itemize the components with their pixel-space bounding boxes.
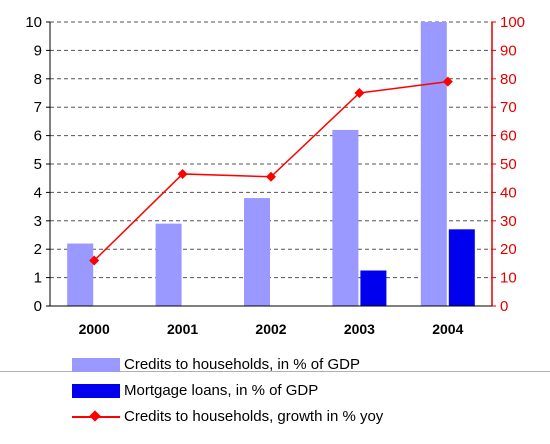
legend-item-mortgage: Mortgage loans, in % of GDP (72, 378, 542, 404)
left-tick-label: 10 (25, 14, 42, 31)
right-tick-label: 30 (500, 213, 517, 230)
x-tick-label: 2002 (255, 321, 286, 337)
right-tick-label: 80 (500, 71, 517, 88)
right-axis-ticks: 0 10 20 30 40 50 60 70 80 90 100 (492, 14, 525, 315)
growth-point (266, 171, 276, 182)
left-tick-label: 4 (34, 184, 42, 201)
bars (67, 22, 475, 306)
left-tick-label: 1 (34, 270, 42, 287)
bar-credits (155, 223, 182, 306)
growth-point (442, 76, 453, 87)
right-tick-label: 20 (500, 241, 517, 258)
bar-mortgage (360, 270, 387, 306)
left-tick-label: 0 (34, 298, 42, 315)
right-tick-label: 70 (500, 99, 517, 116)
x-tick-label: 2004 (432, 321, 463, 337)
legend-label-mortgage: Mortgage loans, in % of GDP (124, 382, 319, 399)
bar-mortgage (448, 229, 475, 306)
growth-line (93, 80, 448, 262)
right-tick-label: 10 (500, 270, 517, 287)
bar-credits (420, 22, 447, 306)
left-tick-label: 3 (34, 213, 42, 230)
gridlines (50, 21, 492, 279)
legend-item-credits: Credits to households, in % of GDP (72, 352, 542, 378)
legend: Credits to households, in % of GDP Mortg… (72, 352, 542, 430)
x-tick-label: 2000 (79, 321, 110, 337)
bar-credits (332, 129, 359, 306)
right-tick-label: 90 (500, 42, 517, 59)
legend-swatch-mortgage (72, 384, 120, 398)
left-tick-label: 2 (34, 241, 42, 258)
right-tick-label: 60 (500, 128, 517, 145)
legend-diamond-icon (89, 410, 101, 422)
bar-credits (244, 198, 270, 306)
legend-item-growth: Credits to households, growth in % yoy (72, 404, 542, 430)
x-tick-label: 2001 (167, 321, 198, 337)
growth-point (354, 88, 365, 98)
right-tick-label: 100 (500, 14, 525, 31)
legend-label-credits: Credits to households, in % of GDP (124, 356, 360, 373)
bar-credits (67, 243, 94, 306)
growth-point (177, 168, 188, 179)
right-tick-label: 0 (500, 298, 508, 315)
left-tick-label: 5 (34, 156, 42, 173)
right-tick-label: 50 (500, 156, 517, 173)
right-tick-label: 40 (500, 184, 517, 201)
left-tick-label: 9 (34, 42, 42, 59)
x-tick-label: 2003 (344, 321, 375, 337)
separator-line (0, 371, 550, 372)
left-tick-label: 6 (34, 128, 42, 145)
legend-label-growth: Credits to households, growth in % yoy (124, 408, 384, 425)
combo-chart: 0 1 2 3 4 5 6 7 8 9 10 0 10 20 30 40 50 60 70 80 90 100 2000… (25, 14, 525, 337)
left-tick-label: 8 (34, 71, 42, 88)
growth-line-series (89, 76, 453, 266)
growth-point (89, 255, 100, 266)
legend-swatch-credits (72, 358, 120, 372)
x-axis-ticks: 2000 2001 2002 2003 2004 (79, 321, 464, 337)
left-tick-label: 7 (34, 99, 42, 116)
left-axis-ticks: 0 1 2 3 4 5 6 7 8 9 10 (25, 14, 50, 315)
